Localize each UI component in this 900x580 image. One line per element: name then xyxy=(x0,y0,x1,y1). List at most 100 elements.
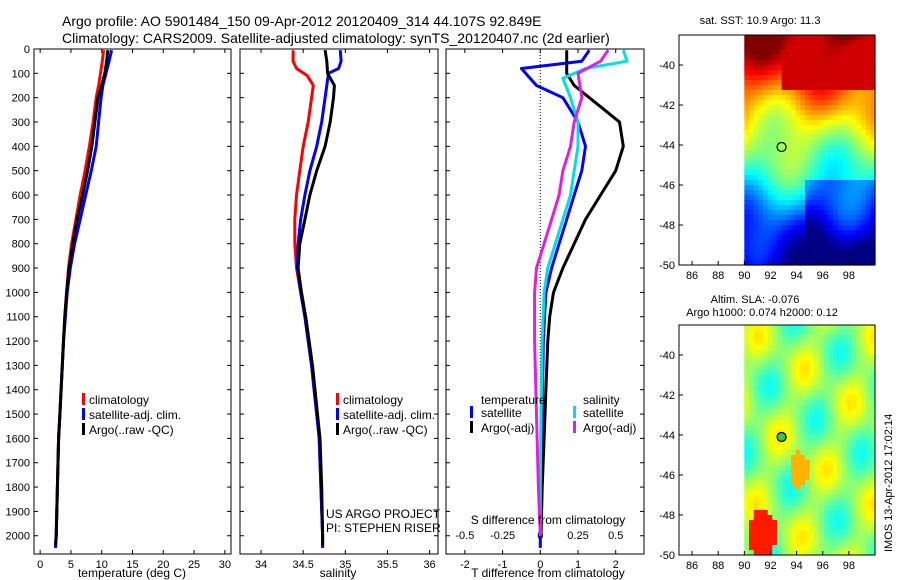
heatmap-cell xyxy=(856,70,862,76)
temperature-series-lines xyxy=(54,49,114,548)
heatmap-cell xyxy=(805,135,811,141)
heatmap-cell xyxy=(809,160,815,166)
heatmap-cell xyxy=(791,535,797,541)
heatmap-cell xyxy=(823,430,829,436)
heatmap-cell xyxy=(800,525,806,531)
heatmap-cell xyxy=(856,55,862,61)
heatmap-cell xyxy=(781,515,787,521)
heatmap-cell xyxy=(819,440,825,446)
heatmap-cell xyxy=(856,240,862,246)
heatmap-cell xyxy=(819,395,825,401)
difference-series-lines xyxy=(519,49,629,548)
heatmap-cell xyxy=(847,495,853,501)
heatmap-cell xyxy=(763,75,769,81)
heatmap-cell xyxy=(791,420,797,426)
heatmap-cell xyxy=(847,50,853,56)
heatmap-cell xyxy=(819,195,825,201)
heatmap-cell xyxy=(786,165,792,171)
heatmap-cell xyxy=(795,405,801,411)
heatmap-cell xyxy=(791,425,797,431)
heatmap-cell xyxy=(814,210,820,216)
heatmap-cell xyxy=(763,355,769,361)
heatmap-cell xyxy=(753,415,759,421)
heatmap-cell xyxy=(851,190,857,196)
heatmap-cell xyxy=(786,75,792,81)
heatmap-cell xyxy=(870,170,876,176)
heatmap-cell xyxy=(781,420,787,426)
heatmap-cell xyxy=(833,360,839,366)
heatmap-cell xyxy=(861,185,867,191)
heatmap-cell xyxy=(767,235,773,241)
heatmap-cell xyxy=(823,40,829,46)
heatmap-cell xyxy=(772,80,778,86)
heatmap-cell xyxy=(809,410,815,416)
heatmap-cell xyxy=(819,430,825,436)
heatmap-cell xyxy=(800,340,806,346)
heatmap-cell xyxy=(786,70,792,76)
heatmap-cell xyxy=(842,90,848,96)
heatmap-cell xyxy=(795,550,801,556)
heatmap-cell xyxy=(800,370,806,376)
heatmap-cell xyxy=(861,515,867,521)
heatmap-cell xyxy=(870,510,876,516)
heatmap-cell xyxy=(847,80,853,86)
heatmap-cell xyxy=(749,465,755,471)
heatmap-cell xyxy=(744,445,750,451)
heatmap-cell xyxy=(842,520,848,526)
heatmap-cell xyxy=(781,365,787,371)
heatmap-cell xyxy=(814,175,820,181)
heatmap-cell xyxy=(753,120,759,126)
heatmap-cell xyxy=(749,340,755,346)
heatmap-cell xyxy=(763,65,769,71)
heatmap-cell xyxy=(865,60,871,66)
heatmap-cell xyxy=(763,375,769,381)
heatmap-cell xyxy=(842,550,848,556)
heatmap-cell xyxy=(847,490,853,496)
heatmap-cell xyxy=(800,415,806,421)
heatmap-cell xyxy=(805,530,811,536)
heatmap-cell xyxy=(795,445,801,451)
heatmap-cell xyxy=(777,85,783,91)
heatmap-cell xyxy=(856,65,862,71)
heatmap-cell xyxy=(837,525,843,531)
heatmap-cell xyxy=(772,470,778,476)
heatmap-cell xyxy=(847,455,853,461)
heatmap-cell xyxy=(865,495,871,501)
heatmap-cell xyxy=(767,375,773,381)
heatmap-cell xyxy=(814,370,820,376)
heatmap-cell xyxy=(856,180,862,186)
heatmap-cell xyxy=(781,385,787,391)
heatmap-cell xyxy=(833,375,839,381)
heatmap-cell xyxy=(842,525,848,531)
heatmap-cell xyxy=(791,385,797,391)
series-line-satellite-adj-clim xyxy=(54,49,114,548)
heatmap-cell xyxy=(865,260,871,266)
heatmap-cell xyxy=(791,75,797,81)
heatmap-cell xyxy=(814,235,820,241)
heatmap-cell xyxy=(749,215,755,221)
heatmap-cell xyxy=(865,470,871,476)
heatmap-cell xyxy=(847,335,853,341)
lat-tick-label: -44 xyxy=(659,140,675,152)
heatmap-cell xyxy=(823,90,829,96)
heatmap-cell xyxy=(795,115,801,121)
heatmap-cell xyxy=(749,60,755,66)
heatmap-cell xyxy=(814,35,820,41)
heatmap-cell xyxy=(823,240,829,246)
heatmap-cell xyxy=(833,155,839,161)
heatmap-cell xyxy=(767,215,773,221)
heatmap-cell xyxy=(791,455,797,461)
heatmap-cell xyxy=(837,475,843,481)
heatmap-cell xyxy=(786,390,792,396)
heatmap-cell xyxy=(842,75,848,81)
heatmap-cell xyxy=(861,180,867,186)
heatmap-cell xyxy=(753,50,759,56)
heatmap-cell xyxy=(800,375,806,381)
heatmap-cell xyxy=(809,365,815,371)
heatmap-cell xyxy=(837,85,843,91)
heatmap-cell xyxy=(814,360,820,366)
heatmap-cell xyxy=(809,355,815,361)
heatmap-cell xyxy=(753,40,759,46)
heatmap-cell xyxy=(800,395,806,401)
heatmap-cell xyxy=(791,160,797,166)
